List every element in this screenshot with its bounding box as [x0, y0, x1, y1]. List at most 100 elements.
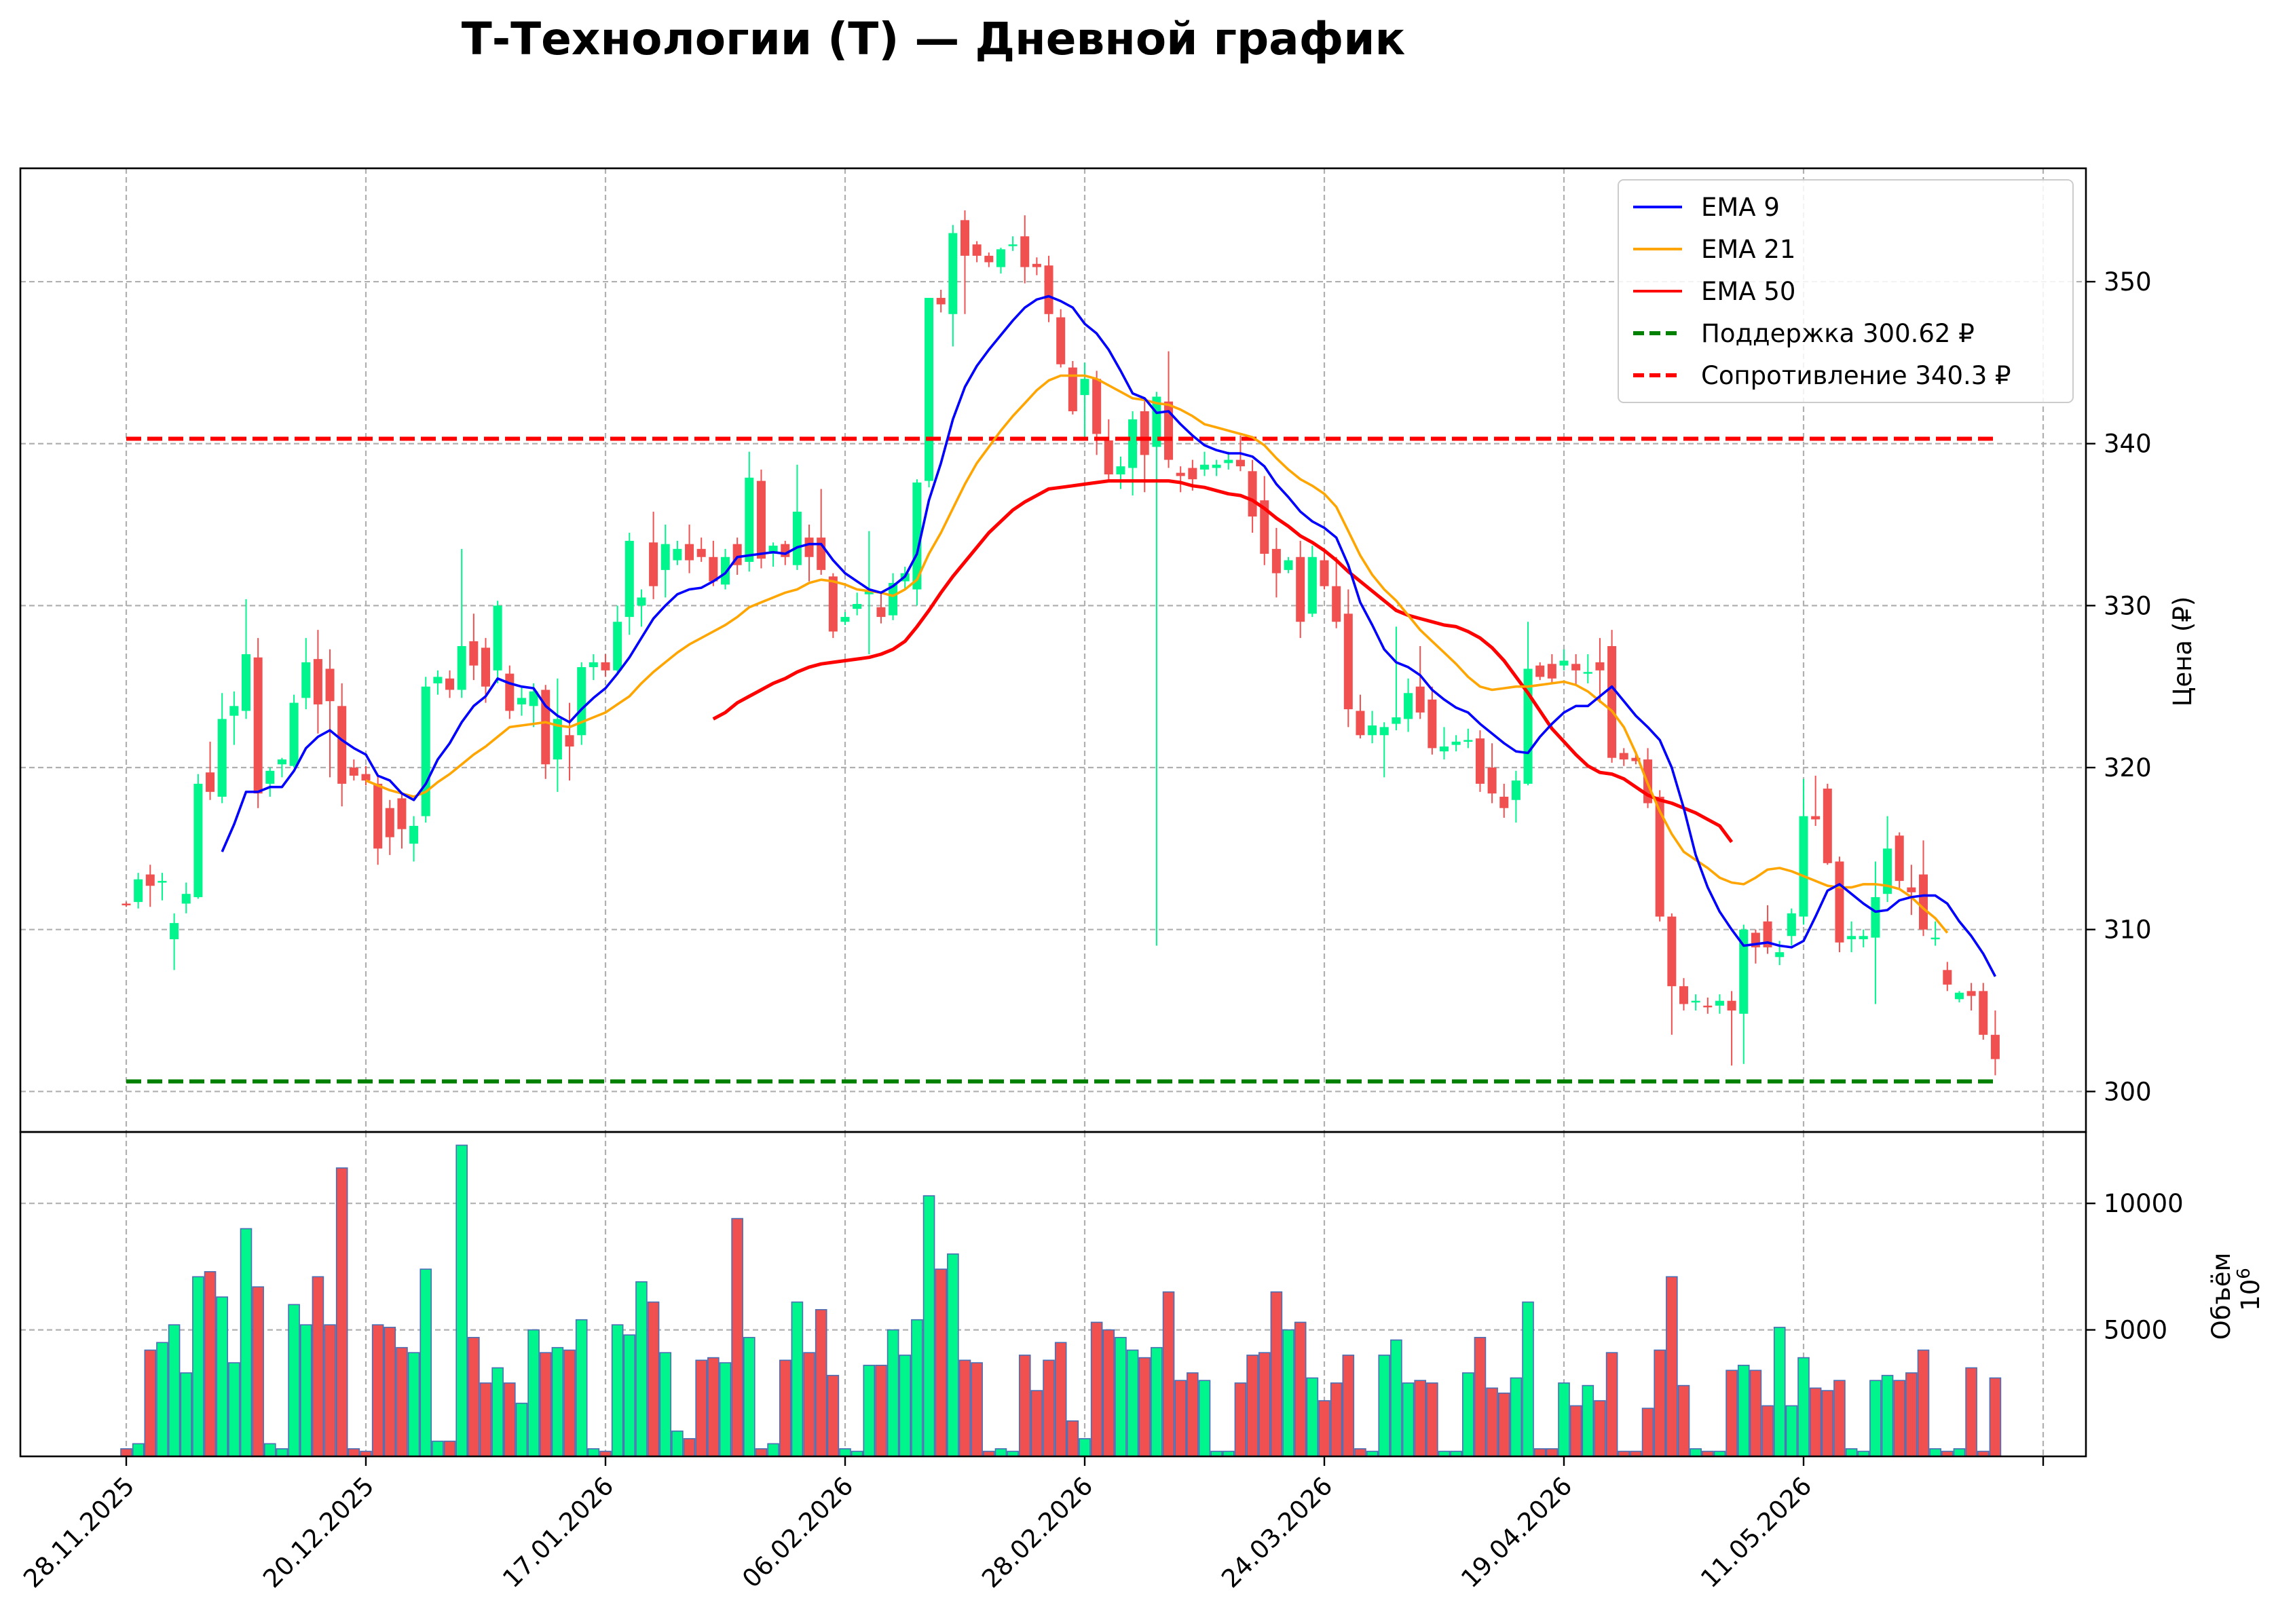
volume-bar	[827, 1374, 840, 1457]
candle-up	[577, 667, 586, 736]
volume-bar	[875, 1364, 887, 1457]
volume-bar	[659, 1352, 672, 1457]
candle-down	[1667, 916, 1677, 987]
candle-up	[289, 702, 299, 766]
candle-up	[1212, 464, 1221, 468]
candle-up	[1583, 672, 1592, 674]
volume-bar	[1294, 1321, 1307, 1457]
candle-down	[1679, 986, 1688, 1004]
candle-down	[1188, 468, 1197, 480]
price-tick-label: 310	[2104, 915, 2152, 945]
candle-down	[361, 774, 371, 781]
volume-bar	[228, 1362, 240, 1457]
candle-up	[1368, 725, 1377, 736]
volume-bar	[671, 1430, 684, 1457]
volume-bar	[1090, 1321, 1103, 1457]
candle-up	[1116, 466, 1125, 475]
volume-bar	[1989, 1377, 2002, 1457]
candle-down	[1356, 711, 1365, 736]
candle-up	[1224, 459, 1233, 464]
candle-down	[1727, 1000, 1736, 1011]
volume-bar	[180, 1372, 193, 1457]
volume-bar	[1773, 1327, 1786, 1457]
candle-up	[1847, 936, 1857, 939]
candle-down	[1343, 613, 1353, 710]
volume-bar	[1043, 1359, 1055, 1457]
candle-up	[889, 582, 898, 616]
candle-up	[1715, 1000, 1724, 1006]
volume-bar	[1522, 1301, 1534, 1457]
volume-bar	[1749, 1370, 1762, 1457]
volume-bar	[192, 1276, 204, 1457]
volume-tick-label: 10000	[2104, 1189, 2184, 1218]
volume-bar	[1677, 1384, 1690, 1457]
volume-bar	[1641, 1408, 1654, 1457]
volume-bar	[1474, 1336, 1487, 1457]
candle-up	[1284, 560, 1293, 570]
volume-bar	[1138, 1357, 1151, 1457]
candle-up	[1379, 727, 1389, 736]
volume-bar	[144, 1349, 157, 1457]
candle-up	[853, 603, 862, 609]
volume-bar	[1497, 1393, 1510, 1457]
volume-bar	[1054, 1342, 1067, 1457]
ema-lines	[221, 295, 1996, 977]
volume-bar	[479, 1382, 492, 1457]
legend-label-ema-50: EMA 50	[1701, 277, 1795, 306]
volume-bar	[779, 1359, 791, 1457]
volume-bar	[263, 1443, 276, 1457]
candle-down	[565, 735, 574, 747]
candle-up	[1883, 848, 1892, 894]
volume-axis-label: Объём	[2207, 1253, 2236, 1340]
candle-up	[1859, 936, 1868, 939]
candle-down	[709, 556, 718, 582]
candle-down	[1607, 646, 1617, 758]
candle-down	[397, 798, 407, 829]
candle-down	[960, 220, 969, 256]
volume-bar	[1330, 1382, 1343, 1457]
volume-bar	[1953, 1448, 1966, 1457]
candle-up	[1954, 992, 1964, 1000]
volume-panel-frame	[19, 1131, 2087, 1458]
candle-up	[457, 646, 466, 690]
volume-bar	[288, 1304, 300, 1457]
volume-bar	[683, 1438, 696, 1457]
candle-up	[529, 691, 538, 706]
date-tick-label: 28.02.2026	[976, 1471, 1098, 1593]
volume-bar	[1582, 1384, 1594, 1457]
candle-down	[1835, 861, 1844, 943]
volume-bar	[647, 1301, 660, 1457]
ema21-line	[365, 374, 1949, 934]
candle-down	[1895, 835, 1904, 882]
date-tick-label: 19.04.2026	[1455, 1471, 1578, 1593]
volume-bar	[899, 1355, 912, 1457]
volume-bar	[1690, 1448, 1702, 1457]
price-tick-label: 340	[2104, 430, 2152, 459]
candle-down	[1235, 459, 1245, 467]
candle-up	[912, 482, 922, 590]
candle-up	[589, 662, 598, 668]
candle-down	[145, 874, 155, 886]
candle-down	[1595, 662, 1605, 671]
volume-bar	[1378, 1355, 1391, 1457]
candle-down	[1979, 991, 1988, 1035]
candle-down	[1763, 921, 1772, 947]
volume-bar	[994, 1448, 1007, 1457]
candle-up	[193, 783, 203, 897]
volume-bar	[791, 1301, 804, 1457]
candle-down	[337, 706, 347, 784]
volume-bar	[1797, 1357, 1810, 1457]
volume-bar	[132, 1443, 145, 1457]
volume-bar	[384, 1327, 396, 1457]
volume-bar	[922, 1195, 935, 1457]
candle-down	[972, 244, 982, 256]
volume-bar	[1102, 1329, 1115, 1457]
volume-bar	[1079, 1438, 1091, 1457]
price-axis-ticks: 300 310 320 330 340 350	[2086, 267, 2152, 1106]
candle-down	[1943, 970, 1952, 985]
ema50-line	[712, 479, 1734, 844]
volume-bar	[1785, 1405, 1798, 1457]
candle-down	[1320, 560, 1329, 586]
candle-up	[1691, 1000, 1700, 1003]
volume-bar	[1761, 1405, 1774, 1457]
